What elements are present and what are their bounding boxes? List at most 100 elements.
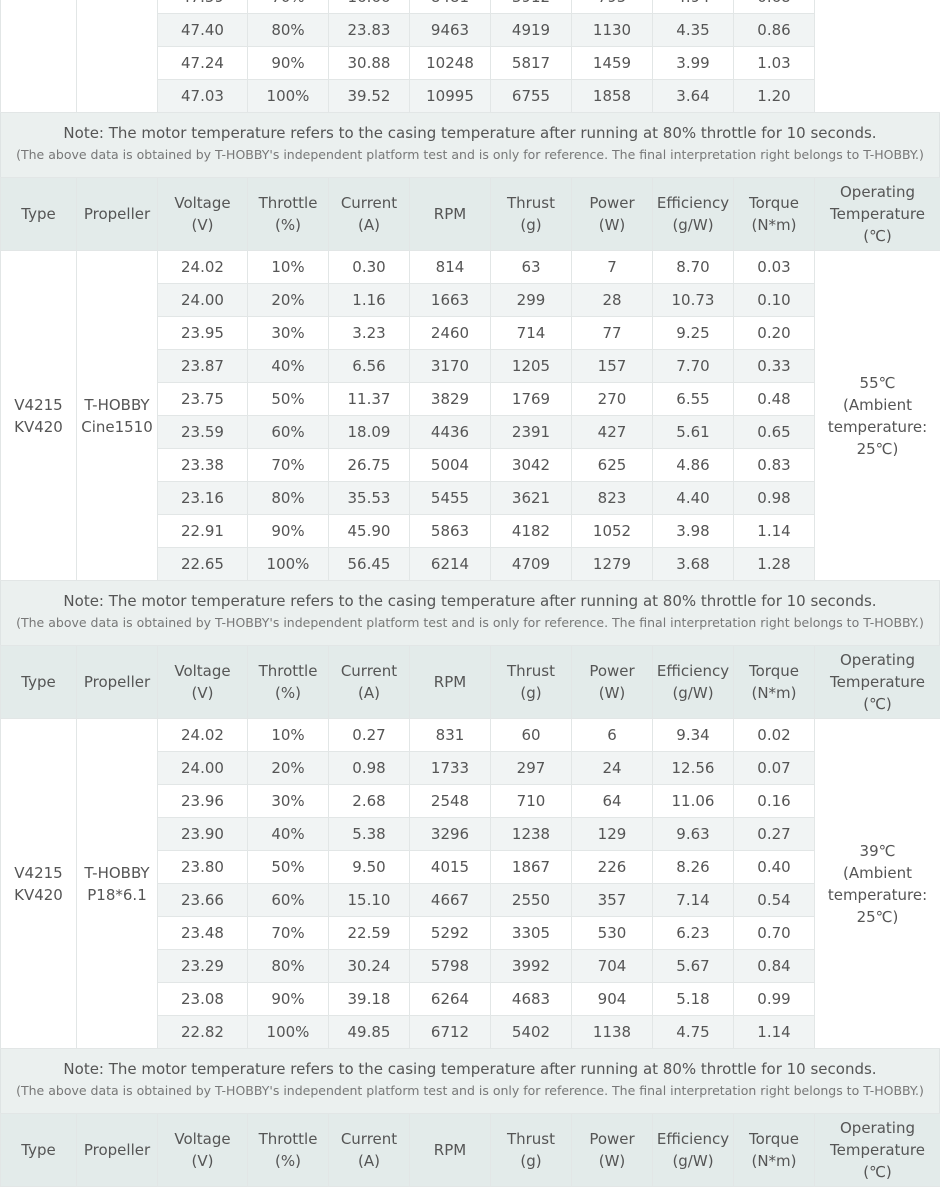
current-header-line: Current bbox=[341, 1130, 397, 1148]
motor-type-cell-line: KV420 bbox=[14, 886, 63, 904]
operating-temperature-line: temperature: bbox=[828, 418, 927, 436]
throttle-header-line: Throttle bbox=[259, 1130, 318, 1148]
current-header: Current(A) bbox=[329, 646, 410, 719]
data-cell: 1858 bbox=[572, 80, 653, 113]
data-cell: 100% bbox=[248, 548, 329, 581]
data-cell: 10995 bbox=[410, 80, 491, 113]
voltage-header-line: (V) bbox=[192, 1152, 214, 1170]
data-cell: 0.20 bbox=[734, 317, 815, 350]
thrust-header-line: Thrust bbox=[507, 1130, 555, 1148]
thrust-header: Thrust (g) bbox=[491, 1114, 572, 1187]
torque-header-line: (N*m) bbox=[751, 684, 796, 702]
throttle-header-line: (%) bbox=[275, 216, 301, 234]
data-cell: 2391 bbox=[491, 416, 572, 449]
thrust-header-line: (g) bbox=[520, 684, 541, 702]
operating-temperature-line: 55℃ bbox=[860, 374, 896, 392]
operating-temperature-line: (Ambient bbox=[843, 864, 912, 882]
data-cell: 23.95 bbox=[158, 317, 248, 350]
propeller-header: Propeller bbox=[77, 646, 158, 719]
data-cell: 5.18 bbox=[653, 983, 734, 1016]
rpm-header: RPM bbox=[410, 646, 491, 719]
power-header: Power(W) bbox=[572, 646, 653, 719]
table-row: 47.5970%16.66848139127954.940.68 bbox=[1, 0, 940, 14]
throttle-header: Throttle(%) bbox=[248, 1114, 329, 1187]
data-cell: 299 bbox=[491, 284, 572, 317]
data-cell: 5402 bbox=[491, 1016, 572, 1049]
data-cell: 0.27 bbox=[734, 818, 815, 851]
torque-header-line: Torque bbox=[749, 1130, 799, 1148]
data-cell: 714 bbox=[491, 317, 572, 350]
data-cell: 0.65 bbox=[734, 416, 815, 449]
current-header: Current(A) bbox=[329, 1114, 410, 1187]
voltage-header-line: Voltage bbox=[174, 1130, 230, 1148]
torque-header: Torque(N*m) bbox=[734, 178, 815, 251]
voltage-header-line: (V) bbox=[192, 216, 214, 234]
torque-header: Torque(N*m) bbox=[734, 1114, 815, 1187]
operating-temperature-line: 25℃) bbox=[857, 440, 899, 458]
data-cell: 35.53 bbox=[329, 482, 410, 515]
rpm-header: RPM bbox=[410, 1114, 491, 1187]
data-cell: 30% bbox=[248, 785, 329, 818]
data-cell: 47.24 bbox=[158, 47, 248, 80]
data-cell: 3.23 bbox=[329, 317, 410, 350]
disclaimer-text: (The above data is obtained by T-HOBBY's… bbox=[1, 144, 939, 177]
data-cell: 704 bbox=[572, 950, 653, 983]
data-cell: 1.03 bbox=[734, 47, 815, 80]
propeller-cell bbox=[77, 0, 158, 113]
data-cell: 1205 bbox=[491, 350, 572, 383]
propeller-cell-line: P18*6.1 bbox=[87, 886, 147, 904]
data-cell: 6214 bbox=[410, 548, 491, 581]
data-cell: 23.87 bbox=[158, 350, 248, 383]
data-cell: 24.00 bbox=[158, 284, 248, 317]
current-header-line: Current bbox=[341, 662, 397, 680]
data-cell: 0.16 bbox=[734, 785, 815, 818]
data-cell: 530 bbox=[572, 917, 653, 950]
data-cell: 0.84 bbox=[734, 950, 815, 983]
power-header: Power(W) bbox=[572, 1114, 653, 1187]
data-cell: 70% bbox=[248, 449, 329, 482]
data-cell: 23.59 bbox=[158, 416, 248, 449]
data-cell: 0.27 bbox=[329, 719, 410, 752]
thrust-header-line: (g) bbox=[520, 1152, 541, 1170]
data-cell: 70% bbox=[248, 917, 329, 950]
data-cell: 1.16 bbox=[329, 284, 410, 317]
operating-temperature-line: temperature: bbox=[828, 886, 927, 904]
data-cell: 6.55 bbox=[653, 383, 734, 416]
data-cell: 1138 bbox=[572, 1016, 653, 1049]
power-header-line: (W) bbox=[599, 1152, 626, 1170]
data-cell: 7.14 bbox=[653, 884, 734, 917]
data-cell: 0.70 bbox=[734, 917, 815, 950]
data-cell: 15.10 bbox=[329, 884, 410, 917]
data-cell: 5863 bbox=[410, 515, 491, 548]
rpm-header: RPM bbox=[410, 178, 491, 251]
data-cell: 10.73 bbox=[653, 284, 734, 317]
data-cell: 9.34 bbox=[653, 719, 734, 752]
data-cell: 1769 bbox=[491, 383, 572, 416]
data-cell: 3170 bbox=[410, 350, 491, 383]
data-cell: 2.68 bbox=[329, 785, 410, 818]
data-cell: 64 bbox=[572, 785, 653, 818]
efficiency-header-line: Efficiency bbox=[657, 662, 729, 680]
data-cell: 625 bbox=[572, 449, 653, 482]
voltage-header: Voltage (V) bbox=[158, 1114, 248, 1187]
data-cell: 22.82 bbox=[158, 1016, 248, 1049]
temperature-header-line: (℃) bbox=[863, 695, 892, 713]
data-cell: 100% bbox=[248, 1016, 329, 1049]
data-cell: 77 bbox=[572, 317, 653, 350]
note-band: Note: The motor temperature refers to th… bbox=[0, 581, 940, 645]
data-cell: 23.90 bbox=[158, 818, 248, 851]
temperature-header-line: (℃) bbox=[863, 227, 892, 245]
data-cell: 5.61 bbox=[653, 416, 734, 449]
data-cell: 56.45 bbox=[329, 548, 410, 581]
disclaimer-text: (The above data is obtained by T-HOBBY's… bbox=[1, 612, 939, 645]
data-cell: 5.38 bbox=[329, 818, 410, 851]
data-cell: 10% bbox=[248, 719, 329, 752]
data-cell: 3829 bbox=[410, 383, 491, 416]
data-cell: 39.18 bbox=[329, 983, 410, 1016]
